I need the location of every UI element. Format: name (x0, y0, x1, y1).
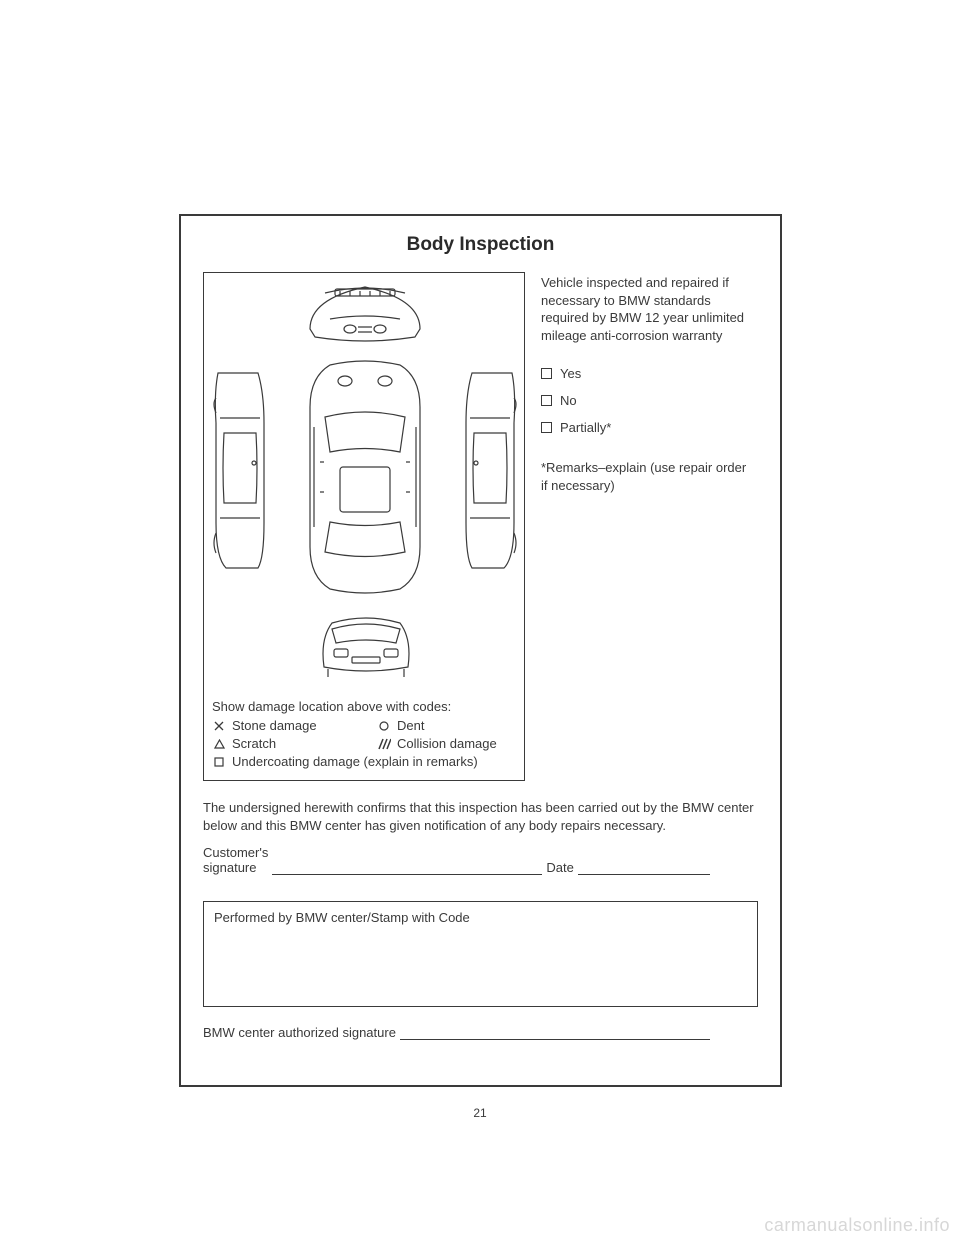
x-icon (212, 721, 226, 731)
diagram-box: Show damage location above with codes: S… (203, 272, 525, 781)
checkbox-no[interactable] (541, 395, 552, 406)
auth-label: BMW center authorized signature (203, 1025, 396, 1040)
legend-stone: Stone damage (232, 718, 317, 733)
signature-row: Customer's signature Date (203, 845, 758, 875)
car-rear-icon (312, 609, 420, 681)
car-front-icon (300, 279, 430, 349)
customer-sig-line[interactable] (272, 863, 542, 875)
watermark: carmanualsonline.info (764, 1215, 950, 1236)
date-line[interactable] (578, 863, 710, 875)
auth-row: BMW center authorized signature (203, 1025, 758, 1040)
vehicle-diagram (204, 273, 524, 693)
legend-title: Show damage location above with codes: (212, 699, 516, 714)
triangle-icon (212, 739, 226, 749)
stamp-label: Performed by BMW center/Stamp with Code (214, 910, 470, 925)
stamp-box[interactable]: Performed by BMW center/Stamp with Code (203, 901, 758, 1007)
date-label: Date (546, 860, 573, 875)
remarks-text: *Remarks–explain (use repair order if ne… (541, 459, 758, 494)
label-partially: Partially* (560, 420, 611, 435)
hatch-icon (377, 738, 391, 750)
legend-undercoat: Undercoating damage (explain in remarks) (232, 754, 478, 769)
square-icon (212, 757, 226, 767)
legend-dent: Dent (397, 718, 424, 733)
page-title: Body Inspection (203, 234, 758, 256)
checkbox-group: Yes No Partially* (541, 366, 758, 435)
checkbox-partially[interactable] (541, 422, 552, 433)
confirm-text: The undersigned herewith confirms that t… (203, 799, 758, 835)
legend-collision: Collision damage (397, 736, 497, 751)
legend-scratch: Scratch (232, 736, 276, 751)
circle-icon (377, 721, 391, 731)
legend: Show damage location above with codes: S… (204, 693, 524, 780)
page-number: 21 (0, 1106, 960, 1120)
right-column: Vehicle inspected and repaired if necess… (541, 272, 758, 781)
label-yes: Yes (560, 366, 581, 381)
car-left-side-icon (210, 363, 268, 573)
label-no: No (560, 393, 577, 408)
customer-sig-label: Customer's signature (203, 845, 268, 875)
car-right-side-icon (462, 363, 520, 573)
intro-text: Vehicle inspected and repaired if necess… (541, 274, 758, 344)
checkbox-yes[interactable] (541, 368, 552, 379)
car-top-icon (300, 357, 430, 597)
upper-section: Show damage location above with codes: S… (203, 272, 758, 781)
auth-sig-line[interactable] (400, 1028, 710, 1040)
form-frame: Body Inspection (179, 214, 782, 1087)
